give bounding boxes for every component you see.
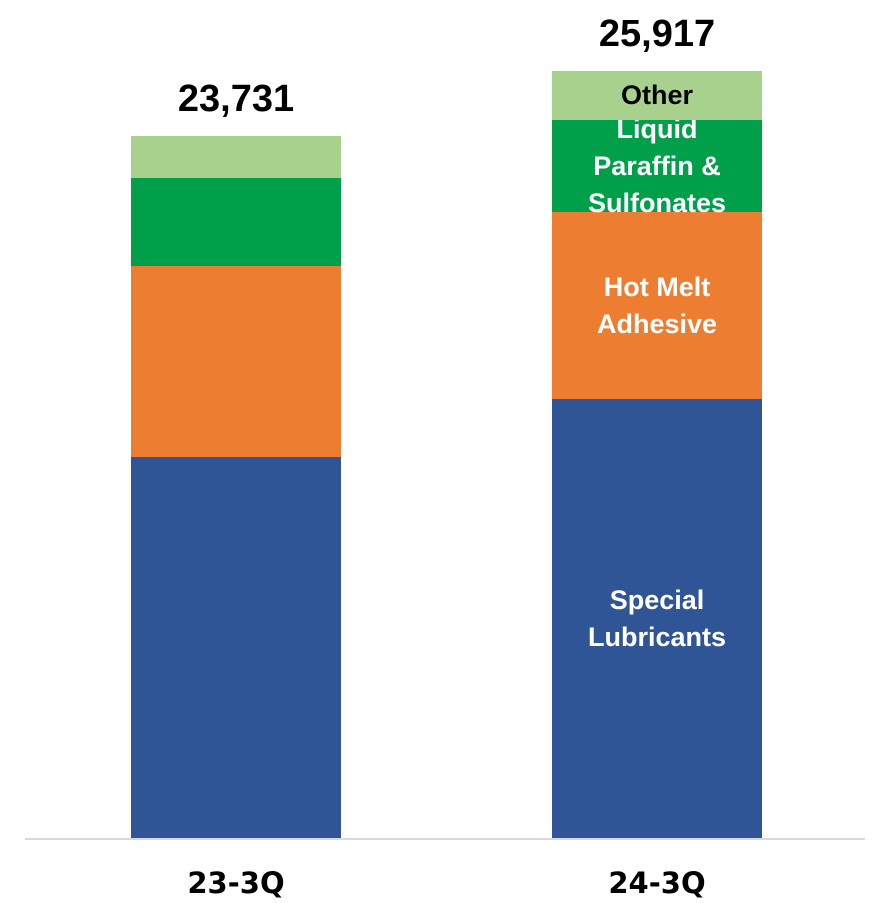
total-label: 25,917 bbox=[598, 13, 716, 56]
series-name: Other bbox=[620, 80, 693, 111]
bar-segment bbox=[552, 71, 762, 121]
bar-segment bbox=[131, 178, 341, 267]
segment-label: Special Lubricants bbox=[552, 399, 762, 838]
bar-segment bbox=[552, 120, 762, 213]
segment-label: Liquid Paraffin & Sulfonates bbox=[552, 114, 762, 218]
segment-label: Other bbox=[552, 71, 762, 120]
bar-segment bbox=[552, 212, 762, 400]
total-label: 23,731 bbox=[177, 78, 295, 121]
baseline bbox=[25, 838, 865, 840]
series-name: Special Lubricants bbox=[587, 584, 727, 652]
bar-segment bbox=[131, 457, 341, 838]
bar-segment bbox=[131, 266, 341, 458]
series-name: Liquid Paraffin & Sulfonates bbox=[587, 113, 727, 218]
segment-label: Hot Melt Adhesive bbox=[552, 212, 762, 399]
bar-segment bbox=[131, 136, 341, 179]
x-tick-label: 24-3Q bbox=[608, 866, 706, 900]
series-name: Hot Melt Adhesive bbox=[596, 271, 718, 339]
bar-segment bbox=[552, 399, 762, 838]
x-tick-label: 23-3Q bbox=[187, 866, 285, 900]
